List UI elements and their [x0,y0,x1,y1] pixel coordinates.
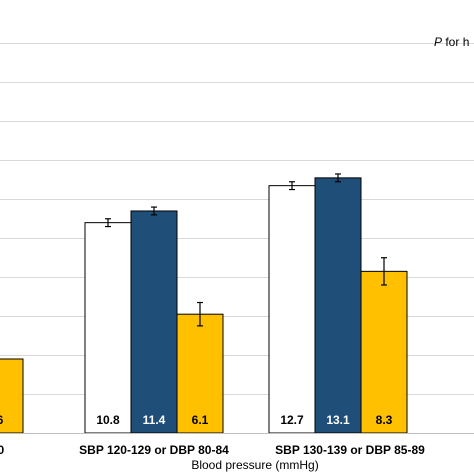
data-label: 6.1 [192,413,209,427]
data-label: 13.1 [326,413,350,427]
data-label: 10.8 [96,413,120,427]
data-label: 12.7 [280,413,304,427]
data-label: 8.3 [376,413,393,427]
x-axis-label: Blood pressure (mmHg) [191,458,318,472]
bar [0,358,24,434]
bar [176,313,224,434]
bar [314,177,362,434]
bar [360,270,408,434]
category-label: <80 [0,443,5,457]
category-label: SBP 120-129 or DBP 80-84 [79,443,229,457]
bar [130,210,178,434]
category-label: SBP 130-139 or DBP 85-89 [275,443,425,457]
p-value-annotation: P for h [434,35,469,49]
category-labels: <80 SBP 120-129 or DBP 80-84 SBP 130-139 o… [0,443,425,457]
data-label: 11.4 [143,413,166,427]
annotation-italic: P [434,35,442,49]
bar [268,185,316,434]
bar [84,222,132,434]
bars: 10.8 12.7 11.4 13.1 6 6.1 8.3 [0,173,408,434]
annotation-text: for h [442,35,469,49]
gridlines [0,43,474,395]
data-label: 6 [0,413,4,427]
